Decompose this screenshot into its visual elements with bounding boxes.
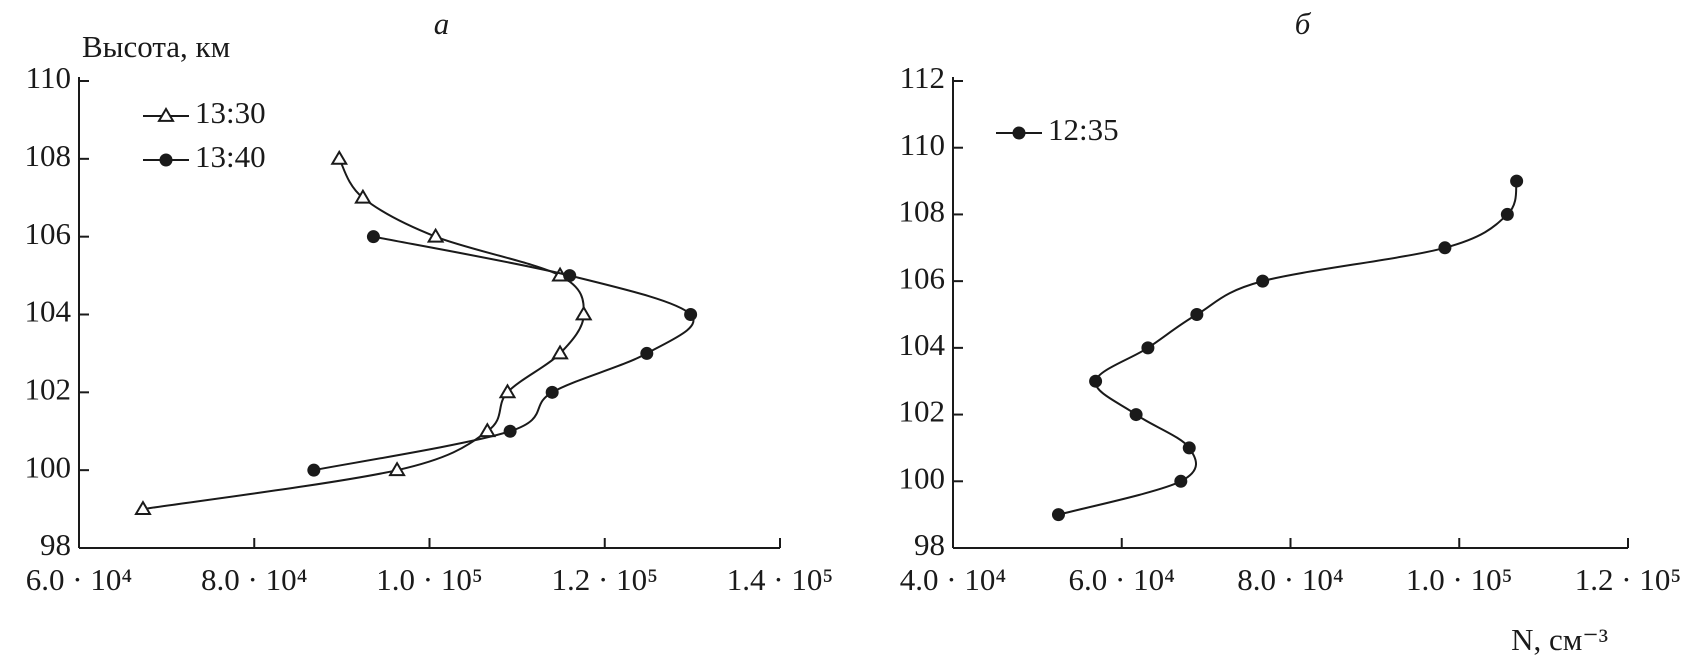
x-tick-label: 1.0 · 10⁵ — [376, 562, 482, 597]
y-tick-label: 108 — [25, 138, 72, 173]
circle-marker — [1051, 508, 1065, 522]
circle-marker — [307, 463, 321, 477]
x-tick-label: 1.2 · 10⁵ — [1575, 562, 1681, 597]
circle-marker — [1182, 441, 1196, 455]
triangle-marker — [330, 149, 348, 165]
circle-marker — [503, 424, 517, 438]
circle-marker — [1089, 374, 1103, 388]
triangle-marker — [388, 461, 406, 477]
y-tick-label: 104 — [25, 294, 72, 329]
triangle-marker — [498, 383, 517, 399]
y-tick-label: 112 — [900, 60, 945, 95]
series-line — [313, 235, 695, 472]
y-tick-label: 98 — [40, 527, 71, 562]
legend-label: 13:40 — [195, 139, 266, 174]
circle-marker — [1256, 274, 1270, 288]
triangle-marker — [157, 107, 175, 122]
legend-label: 12:35 — [1048, 112, 1119, 147]
circle-marker — [684, 308, 698, 321]
y-tick-label: 104 — [899, 327, 946, 362]
circle-marker — [545, 385, 559, 399]
x-tick-label: 1.2 · 10⁵ — [552, 562, 658, 597]
circle-marker — [640, 346, 654, 360]
y-tick-label: 100 — [899, 460, 946, 495]
x-tick-label: 1.4 · 10⁵ — [727, 562, 833, 597]
circle-marker — [1129, 408, 1143, 422]
panel-title: б — [1295, 6, 1312, 41]
circle-marker — [1190, 308, 1204, 321]
circle-marker — [1438, 241, 1452, 255]
x-tick-label: 6.0 · 10⁴ — [1069, 562, 1175, 597]
y-tick-label: 106 — [25, 216, 72, 251]
circle-marker — [1500, 207, 1514, 221]
y-tick-label: 102 — [899, 394, 946, 429]
y-tick-label: 98 — [914, 527, 945, 562]
circle-marker — [159, 153, 173, 167]
x-axis-label: N, см⁻³ — [1511, 622, 1608, 657]
y-tick-label: 110 — [26, 60, 71, 95]
y-tick-label: 106 — [899, 260, 946, 295]
legend-label: 13:30 — [195, 95, 266, 130]
y-tick-label: 110 — [900, 127, 945, 162]
circle-marker — [1510, 174, 1524, 188]
triangle-marker — [478, 422, 497, 438]
triangle-marker — [134, 500, 152, 515]
x-tick-label: 6.0 · 10⁴ — [26, 562, 132, 597]
circle-marker — [366, 230, 380, 244]
x-tick-label: 4.0 · 10⁴ — [900, 562, 1006, 597]
series-line — [142, 158, 585, 511]
triangle-marker — [574, 305, 593, 321]
circle-marker — [1141, 341, 1155, 355]
y-tick-label: 108 — [899, 194, 946, 229]
x-tick-label: 8.0 · 10⁴ — [1237, 562, 1343, 597]
series-line — [1058, 180, 1518, 516]
panel-title: а — [434, 6, 450, 41]
y-axis-label: Высота, км — [82, 29, 230, 64]
circle-marker — [1174, 474, 1188, 488]
x-tick-label: 8.0 · 10⁴ — [201, 562, 307, 597]
y-tick-label: 102 — [25, 371, 72, 406]
x-tick-label: 1.0 · 10⁵ — [1406, 562, 1512, 597]
triangle-marker — [354, 188, 372, 204]
circle-marker — [1012, 126, 1026, 140]
y-tick-label: 100 — [25, 449, 72, 484]
circle-marker — [563, 269, 577, 283]
triangle-marker — [426, 227, 445, 243]
triangle-marker — [551, 344, 569, 360]
